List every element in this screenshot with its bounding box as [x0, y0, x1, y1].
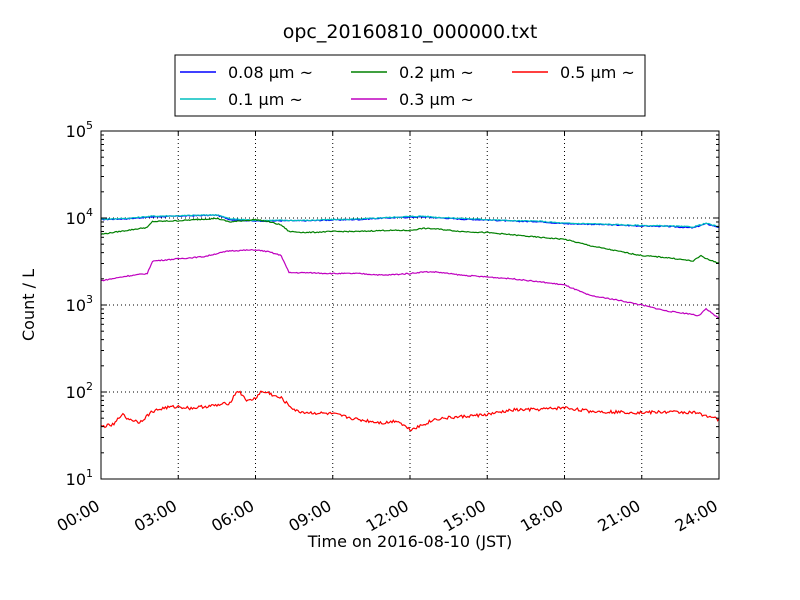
y-tick-exponent: 2 — [86, 380, 93, 393]
series-line — [101, 213, 719, 228]
series-line — [101, 217, 719, 264]
y-tick-label: 105 — [66, 119, 93, 141]
legend-label: 0.1 μm ~ — [228, 90, 303, 109]
y-tick-label: 102 — [66, 380, 93, 402]
y-tick-label: 101 — [66, 467, 93, 489]
y-axis-label: Count / L — [19, 269, 38, 341]
y-tick-base: 10 — [66, 296, 86, 315]
legend-box — [174, 54, 646, 117]
y-tick-exponent: 5 — [86, 119, 93, 132]
y-tick-exponent: 4 — [86, 206, 93, 219]
y-tick-base: 10 — [66, 122, 86, 141]
y-tick-base: 10 — [66, 209, 86, 228]
x-axis-label: Time on 2016-08-10 (JST) — [307, 532, 512, 551]
y-tick-base: 10 — [66, 470, 86, 489]
series-line — [101, 390, 719, 432]
legend: 0.08 μm ~ 0.1 μm ~ 0.2 μm ~ 0.3 μm ~ 0.5 μm … — [174, 54, 646, 117]
legend-label: 0.08 μm ~ — [228, 63, 313, 82]
y-tick-label: 104 — [66, 206, 93, 228]
y-tick-label: 103 — [66, 293, 93, 315]
legend-label: 0.2 μm ~ — [399, 63, 474, 82]
y-tick-exponent: 3 — [86, 293, 93, 306]
legend-label: 0.3 μm ~ — [399, 90, 474, 109]
chart-title: opc_20160810_000000.txt — [283, 21, 538, 43]
legend-label: 0.5 μm ~ — [560, 63, 635, 82]
series-line — [101, 248, 719, 320]
series-lines — [101, 213, 719, 432]
y-tick-exponent: 1 — [86, 467, 93, 480]
y-tick-base: 10 — [66, 383, 86, 402]
grid — [101, 131, 719, 479]
